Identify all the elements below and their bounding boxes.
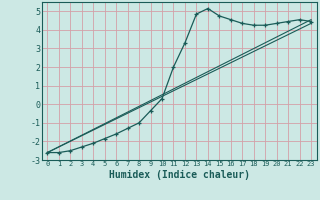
X-axis label: Humidex (Indice chaleur): Humidex (Indice chaleur)	[109, 170, 250, 180]
